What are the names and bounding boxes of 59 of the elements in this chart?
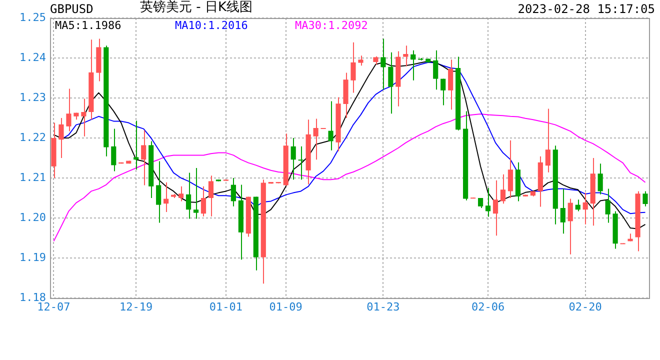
- candlestick: [500, 174, 506, 204]
- candlestick: [193, 168, 199, 220]
- candlestick: [508, 140, 514, 198]
- x-tick-label: 02-20: [568, 300, 602, 314]
- candlestick: [141, 130, 146, 186]
- candlestick: [358, 55, 364, 66]
- candlestick: [230, 178, 236, 207]
- candlestick: [568, 198, 573, 255]
- candlestick: [313, 118, 318, 160]
- y-tick-label: 1.25: [20, 10, 46, 24]
- candlestick: [598, 163, 603, 195]
- text: 2023-02-28 15:17:05: [518, 2, 655, 16]
- x-tick-label: 01-23: [366, 300, 400, 314]
- candlestick: [485, 188, 491, 218]
- candlestick: [134, 120, 139, 170]
- candlestick: [492, 180, 498, 236]
- text: MA10:1.2016: [175, 19, 249, 32]
- candlestick: [433, 50, 438, 90]
- candlestick: [290, 138, 296, 180]
- candlestick: [208, 175, 214, 217]
- candlestick: [156, 160, 162, 224]
- candlestick: [642, 190, 648, 207]
- candlestick: [298, 146, 304, 180]
- candlestick: [350, 42, 356, 94]
- candlestick: [478, 198, 484, 208]
- candlestick: [81, 98, 86, 137]
- candlestick: [575, 199, 580, 212]
- candlestick: [560, 188, 566, 234]
- candlestick: [66, 88, 72, 132]
- candlestick: [410, 50, 416, 81]
- y-tick-label: 1.21: [20, 170, 46, 184]
- candlestick: [111, 128, 116, 172]
- y-tick-label: 1.20: [20, 210, 46, 224]
- x-tick-label: 02-06: [471, 300, 505, 314]
- candlestick: [545, 108, 550, 173]
- x-tick-label: 12-19: [120, 300, 153, 314]
- candlestick: [440, 78, 446, 106]
- chart-title: 英镑美元 - 日K线图: [140, 0, 252, 15]
- text: MA30:1.2092: [295, 19, 369, 32]
- x-tick-label: 01-01: [209, 300, 243, 314]
- candlestick: [328, 100, 334, 151]
- candlestick: [582, 192, 588, 225]
- candlestick: [448, 59, 454, 110]
- candlestick: [164, 182, 169, 212]
- y-tick-label: 1.22: [20, 130, 46, 144]
- candlestick: [200, 186, 206, 217]
- y-tick-label: 1.24: [20, 50, 46, 64]
- candlestick: [403, 45, 408, 67]
- text: GBPUSD: [50, 2, 94, 16]
- candlestick: [58, 118, 64, 158]
- y-tick-label: 1.23: [20, 90, 46, 104]
- candlestick: [186, 172, 192, 220]
- x-tick-label: 01-09: [269, 300, 302, 314]
- candlestick: [178, 186, 184, 202]
- text: MA5:1.1986: [55, 19, 122, 32]
- candlestick: [388, 52, 394, 114]
- candlestick: [605, 188, 610, 224]
- y-tick-label: 1.19: [20, 250, 46, 264]
- candlestick: [380, 38, 386, 90]
